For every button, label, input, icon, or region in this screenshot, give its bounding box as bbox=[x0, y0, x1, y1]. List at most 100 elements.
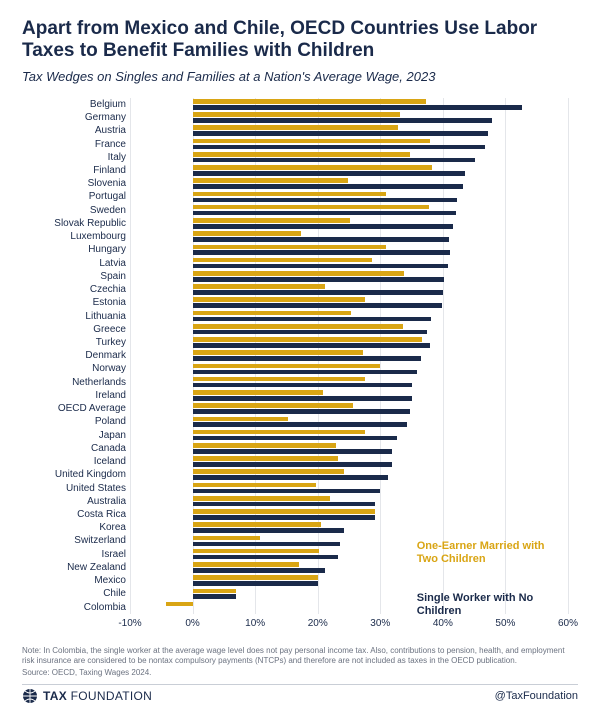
bar-wrap bbox=[130, 270, 568, 283]
bar-rows: BelgiumGermanyAustriaFranceItalyFinlandS… bbox=[22, 98, 568, 614]
x-tick: 60% bbox=[558, 618, 578, 629]
country-label: United Kingdom bbox=[22, 468, 126, 481]
country-label: Germany bbox=[22, 111, 126, 124]
x-tick: 0% bbox=[185, 618, 199, 629]
single-bar bbox=[193, 436, 397, 441]
family-bar bbox=[193, 483, 316, 488]
family-bar bbox=[193, 258, 372, 263]
family-bar bbox=[193, 218, 351, 223]
family-bar bbox=[193, 165, 433, 170]
bar-row: Denmark bbox=[22, 349, 568, 362]
family-bar bbox=[193, 231, 302, 236]
country-label: Denmark bbox=[22, 349, 126, 362]
bar-row: Belgium bbox=[22, 98, 568, 111]
single-bar bbox=[193, 396, 412, 401]
country-label: France bbox=[22, 138, 126, 151]
country-label: Finland bbox=[22, 164, 126, 177]
x-axis: -10%0%10%20%30%40%50%60% bbox=[130, 614, 568, 644]
source-line: Source: OECD, Taxing Wages 2024. bbox=[22, 668, 578, 678]
bar-wrap bbox=[130, 521, 568, 534]
bar-wrap bbox=[130, 429, 568, 442]
single-bar bbox=[193, 475, 389, 480]
bar-wrap bbox=[130, 257, 568, 270]
country-label: Mexico bbox=[22, 574, 126, 587]
single-bar bbox=[193, 383, 413, 388]
bar-wrap bbox=[130, 164, 568, 177]
bar-wrap bbox=[130, 98, 568, 111]
family-bar bbox=[193, 575, 318, 580]
single-bar bbox=[193, 489, 380, 494]
footer: TAX FOUNDATION @TaxFoundation bbox=[22, 688, 578, 704]
family-bar bbox=[193, 509, 376, 514]
bar-wrap bbox=[130, 415, 568, 428]
single-bar bbox=[193, 555, 338, 560]
family-bar bbox=[193, 205, 430, 210]
bar-wrap bbox=[130, 495, 568, 508]
bar-wrap bbox=[130, 190, 568, 203]
single-bar bbox=[193, 330, 428, 335]
country-label: Japan bbox=[22, 429, 126, 442]
bar-row: Japan bbox=[22, 429, 568, 442]
bar-row: OECD Average bbox=[22, 402, 568, 415]
chart-subtitle: Tax Wedges on Singles and Families at a … bbox=[22, 69, 578, 84]
bar-row: Greece bbox=[22, 323, 568, 336]
country-label: Belgium bbox=[22, 98, 126, 111]
single-bar bbox=[193, 211, 456, 216]
single-bar bbox=[193, 568, 325, 573]
legend-family: One-Earner Married with Two Children bbox=[417, 540, 567, 566]
x-tick: 20% bbox=[308, 618, 328, 629]
bar-row: Slovenia bbox=[22, 177, 568, 190]
country-label: Turkey bbox=[22, 336, 126, 349]
single-bar bbox=[193, 290, 444, 295]
family-bar bbox=[193, 390, 323, 395]
single-bar bbox=[193, 105, 523, 110]
single-bar bbox=[193, 131, 488, 136]
single-bar bbox=[193, 515, 376, 520]
family-bar bbox=[166, 602, 193, 607]
country-label: Colombia bbox=[22, 601, 126, 614]
bar-wrap bbox=[130, 349, 568, 362]
bar-row: Iceland bbox=[22, 455, 568, 468]
bar-wrap bbox=[130, 482, 568, 495]
x-tick: -10% bbox=[118, 618, 141, 629]
bar-row: Norway bbox=[22, 362, 568, 375]
single-bar bbox=[193, 264, 448, 269]
country-label: Latvia bbox=[22, 257, 126, 270]
bar-row: France bbox=[22, 138, 568, 151]
bar-wrap bbox=[130, 138, 568, 151]
family-bar bbox=[193, 403, 354, 408]
family-bar bbox=[193, 562, 299, 567]
bar-row: Latvia bbox=[22, 257, 568, 270]
brand-logo: TAX FOUNDATION bbox=[22, 688, 152, 704]
single-bar bbox=[193, 502, 376, 507]
single-bar bbox=[193, 370, 417, 375]
bar-wrap bbox=[130, 177, 568, 190]
country-label: Czechia bbox=[22, 283, 126, 296]
family-bar bbox=[193, 469, 344, 474]
bar-row: United Kingdom bbox=[22, 468, 568, 481]
family-bar bbox=[193, 125, 398, 130]
bar-wrap bbox=[130, 468, 568, 481]
single-bar bbox=[193, 317, 431, 322]
bar-wrap bbox=[130, 230, 568, 243]
family-bar bbox=[193, 152, 410, 157]
country-label: OECD Average bbox=[22, 402, 126, 415]
bar-wrap bbox=[130, 296, 568, 309]
country-label: Slovenia bbox=[22, 177, 126, 190]
bar-row: Australia bbox=[22, 495, 568, 508]
footnote: Note: In Colombia, the single worker at … bbox=[22, 646, 578, 666]
bar-row: Sweden bbox=[22, 204, 568, 217]
brand-text-b: FOUNDATION bbox=[71, 689, 152, 703]
bar-row: Mexico bbox=[22, 574, 568, 587]
bar-row: Netherlands bbox=[22, 376, 568, 389]
family-bar bbox=[193, 350, 363, 355]
brand-text-a: TAX bbox=[43, 689, 67, 703]
bar-row: Luxembourg bbox=[22, 230, 568, 243]
family-bar bbox=[193, 112, 400, 117]
bar-row: Italy bbox=[22, 151, 568, 164]
country-label: Canada bbox=[22, 442, 126, 455]
family-bar bbox=[193, 522, 322, 527]
bar-row: Portugal bbox=[22, 190, 568, 203]
single-bar bbox=[193, 171, 465, 176]
single-bar bbox=[193, 462, 392, 467]
